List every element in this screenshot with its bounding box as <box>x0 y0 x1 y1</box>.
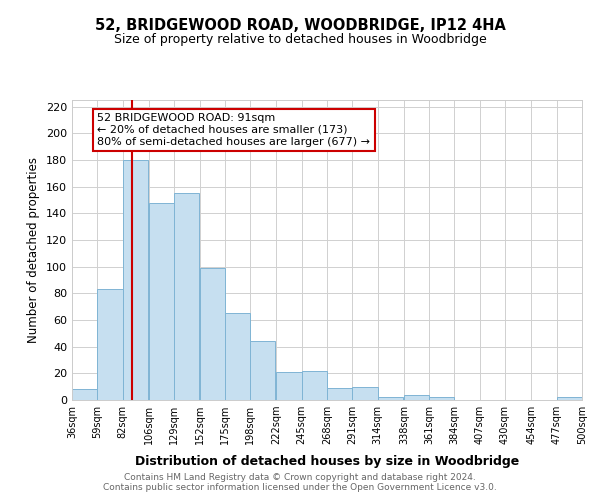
Bar <box>174 194 199 400</box>
Bar <box>302 370 327 400</box>
Bar <box>352 386 377 400</box>
Y-axis label: Number of detached properties: Number of detached properties <box>28 157 40 343</box>
X-axis label: Distribution of detached houses by size in Woodbridge: Distribution of detached houses by size … <box>135 456 519 468</box>
Bar <box>72 390 97 400</box>
Bar <box>97 290 122 400</box>
Bar <box>404 394 429 400</box>
Bar <box>199 268 225 400</box>
Bar <box>250 342 275 400</box>
Text: Size of property relative to detached houses in Woodbridge: Size of property relative to detached ho… <box>113 32 487 46</box>
Bar <box>557 398 582 400</box>
Bar <box>149 202 174 400</box>
Text: 52, BRIDGEWOOD ROAD, WOODBRIDGE, IP12 4HA: 52, BRIDGEWOOD ROAD, WOODBRIDGE, IP12 4H… <box>95 18 505 32</box>
Bar <box>327 388 352 400</box>
Bar <box>122 160 148 400</box>
Bar <box>225 314 250 400</box>
Text: 52 BRIDGEWOOD ROAD: 91sqm
← 20% of detached houses are smaller (173)
80% of semi: 52 BRIDGEWOOD ROAD: 91sqm ← 20% of detac… <box>97 114 370 146</box>
Bar <box>377 398 403 400</box>
Text: Contains HM Land Registry data © Crown copyright and database right 2024.
Contai: Contains HM Land Registry data © Crown c… <box>103 473 497 492</box>
Bar <box>277 372 302 400</box>
Bar <box>429 398 455 400</box>
